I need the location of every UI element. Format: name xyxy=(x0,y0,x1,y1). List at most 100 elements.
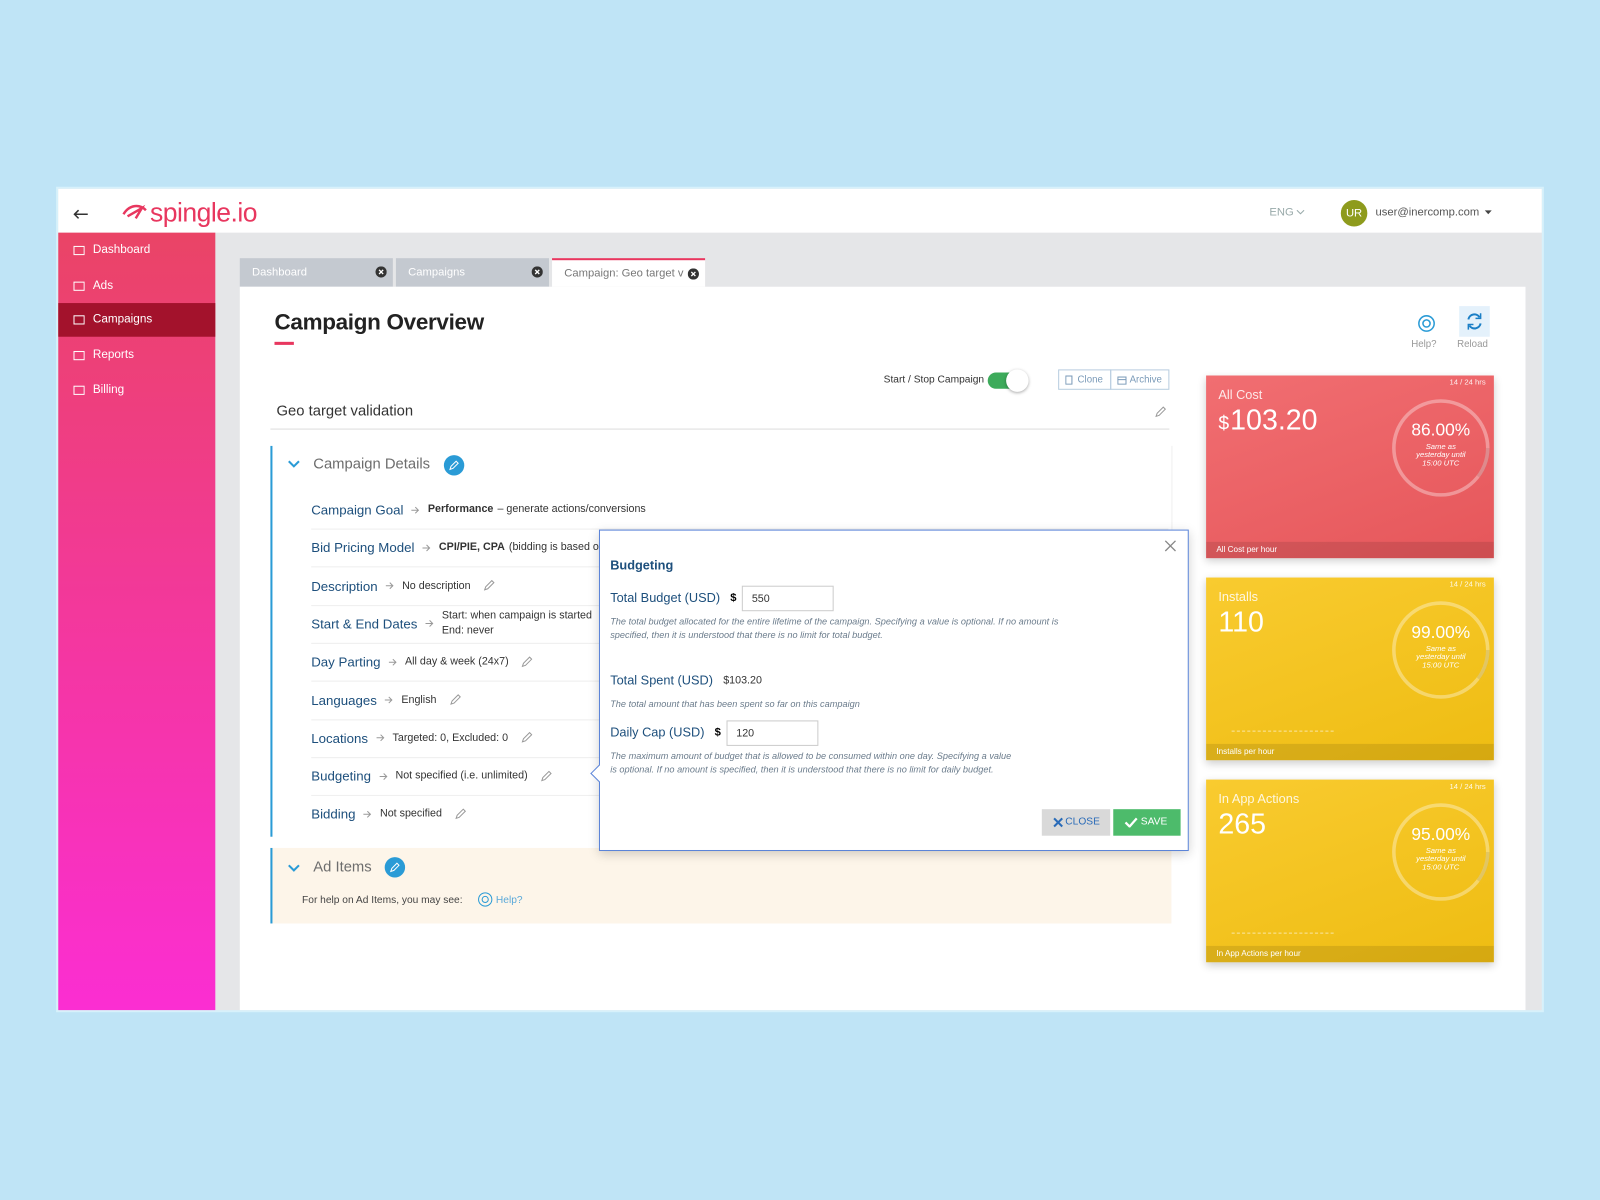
edit-pencil[interactable] xyxy=(483,579,495,592)
detail-arrow xyxy=(422,544,431,552)
card-badge: 14 / 24 hrs xyxy=(1449,377,1486,387)
detail-value: All day & week (24x7) xyxy=(405,654,509,669)
campaign-details: Campaign Details Campaign Goal Performanc… xyxy=(270,445,1173,837)
tab[interactable]: Dashboard xyxy=(239,258,393,287)
edit-details[interactable] xyxy=(443,454,465,476)
card-value: $103.20 xyxy=(1218,404,1317,437)
clone-icon xyxy=(1065,375,1073,385)
stat-card: 14 / 24 hrs In App Actions 265 95.00% Same a… xyxy=(1206,779,1494,963)
app-window: spingle.io ENG UR user@inercomp.com Dash… xyxy=(58,188,1542,1011)
campaign-name: Geo target validation xyxy=(276,403,414,420)
tab[interactable]: Campaigns xyxy=(395,258,549,287)
popover-close-x[interactable] xyxy=(1164,540,1176,552)
clone-label: Clone xyxy=(1077,374,1103,386)
detail-strong: Performance xyxy=(427,503,494,516)
detail-value: Start: when campaign is started End: neve… xyxy=(442,609,592,640)
campaign-toggle[interactable] xyxy=(987,369,1029,392)
detail-value: No description xyxy=(402,578,470,593)
edit-pencil[interactable] xyxy=(520,732,533,744)
nav-item[interactable]: Reports xyxy=(58,339,215,373)
edit-pencil[interactable] xyxy=(454,808,467,820)
detail-arrow xyxy=(379,772,388,780)
tab[interactable]: Campaign: Geo target v xyxy=(552,258,706,287)
nav-item[interactable]: Dashboard xyxy=(58,234,215,268)
detail-label: Bidding xyxy=(311,806,356,822)
card-value: 265 xyxy=(1218,808,1266,841)
tab-label: Campaigns xyxy=(408,266,465,279)
nav-item[interactable]: Ads xyxy=(58,269,215,303)
detail-label: Locations xyxy=(311,730,369,746)
close-button[interactable]: CLOSE xyxy=(1041,809,1111,836)
card-value: 110 xyxy=(1218,606,1264,639)
field-value: $103.20 xyxy=(723,674,762,687)
card-badge: 14 / 24 hrs xyxy=(1449,781,1486,791)
field-row: Total Spent (USD) $103.20 xyxy=(610,667,1090,694)
card-footer: All Cost per hour xyxy=(1206,541,1494,559)
clone-button[interactable]: Clone xyxy=(1058,369,1112,390)
detail-value: Targeted: 0, Excluded: 0 xyxy=(393,730,509,745)
tab-label: Dashboard xyxy=(252,266,307,279)
help-label[interactable]: Help? xyxy=(1411,338,1437,350)
budget-field: Total Budget (USD) $550 The total budget a… xyxy=(610,585,1074,641)
reload-button[interactable] xyxy=(1459,306,1490,337)
detail-text: (bidding is based on xyxy=(508,541,605,554)
ad-items-heading: Ad Items xyxy=(313,859,372,876)
detail-line: English xyxy=(401,693,437,706)
edit-name[interactable] xyxy=(1154,406,1167,418)
ad-items-help[interactable]: Help? xyxy=(495,894,523,907)
card-ring xyxy=(1392,399,1490,497)
detail-label: Day Parting xyxy=(311,654,381,670)
save-button[interactable]: SAVE xyxy=(1113,809,1181,836)
language-selector[interactable]: ENG xyxy=(1269,206,1294,219)
nav-icon xyxy=(73,281,85,291)
card-note: Same as yesterday until 15:00 UTC xyxy=(1416,845,1466,872)
detail-label: Description xyxy=(311,578,378,594)
user-menu[interactable]: user@inercomp.com xyxy=(1375,206,1480,219)
toggle-knob xyxy=(1006,369,1029,392)
detail-label: Start & End Dates xyxy=(311,616,418,632)
detail-line: End: never xyxy=(441,624,494,638)
card-title: All Cost xyxy=(1218,387,1263,403)
edit-ad-items[interactable] xyxy=(384,856,406,878)
field-input[interactable]: 120 xyxy=(726,719,818,746)
detail-strong: CPI/PIE, CPA xyxy=(438,541,505,554)
nav-label: Campaigns xyxy=(92,313,153,326)
field-row: Total Budget (USD) $550 xyxy=(610,585,1074,612)
avatar[interactable]: UR xyxy=(1340,199,1368,227)
detail-line: Targeted: 0, Excluded: 0 xyxy=(392,731,509,744)
edit-pencil[interactable] xyxy=(540,770,552,782)
nav-icon xyxy=(73,385,85,395)
card-note: Same as yesterday until 15:00 UTC xyxy=(1416,441,1466,468)
reload-label[interactable]: Reload xyxy=(1457,338,1488,350)
nav-label: Reports xyxy=(92,348,134,362)
archive-button[interactable]: Archive xyxy=(1110,369,1170,390)
field-input[interactable]: 550 xyxy=(741,585,834,611)
nav-label: Billing xyxy=(92,383,125,396)
close-label: CLOSE xyxy=(1065,816,1100,828)
help-icon[interactable] xyxy=(1417,314,1435,332)
collapse-chevron[interactable] xyxy=(288,460,300,468)
logo[interactable]: spingle.io xyxy=(149,196,258,228)
card-badge: 14 / 24 hrs xyxy=(1449,579,1486,589)
ad-items-chevron[interactable] xyxy=(288,864,300,872)
edit-pencil[interactable] xyxy=(449,694,461,706)
card-currency: $ xyxy=(1218,413,1230,435)
close-icon xyxy=(1053,817,1063,828)
nav-item[interactable]: Campaigns xyxy=(58,303,216,337)
edit-pencil[interactable] xyxy=(521,656,533,668)
card-title: In App Actions xyxy=(1218,791,1300,807)
back-arrow[interactable] xyxy=(72,209,88,219)
detail-value: Not specified (i.e. unlimited) xyxy=(395,768,527,783)
ad-items-help-icon[interactable] xyxy=(478,892,493,907)
field-help: The total amount that has been spent so … xyxy=(610,698,860,710)
title-underline xyxy=(274,341,294,345)
nav-item[interactable]: Billing xyxy=(58,373,215,407)
page-title: Campaign Overview xyxy=(274,309,484,335)
save-icon xyxy=(1124,817,1138,828)
card-number: 265 xyxy=(1218,808,1267,840)
tab-label: Campaign: Geo target v xyxy=(564,267,684,280)
nav-icon xyxy=(73,315,85,325)
stat-card: 14 / 24 hrs Installs 110 99.00% Same as yest… xyxy=(1206,577,1494,761)
